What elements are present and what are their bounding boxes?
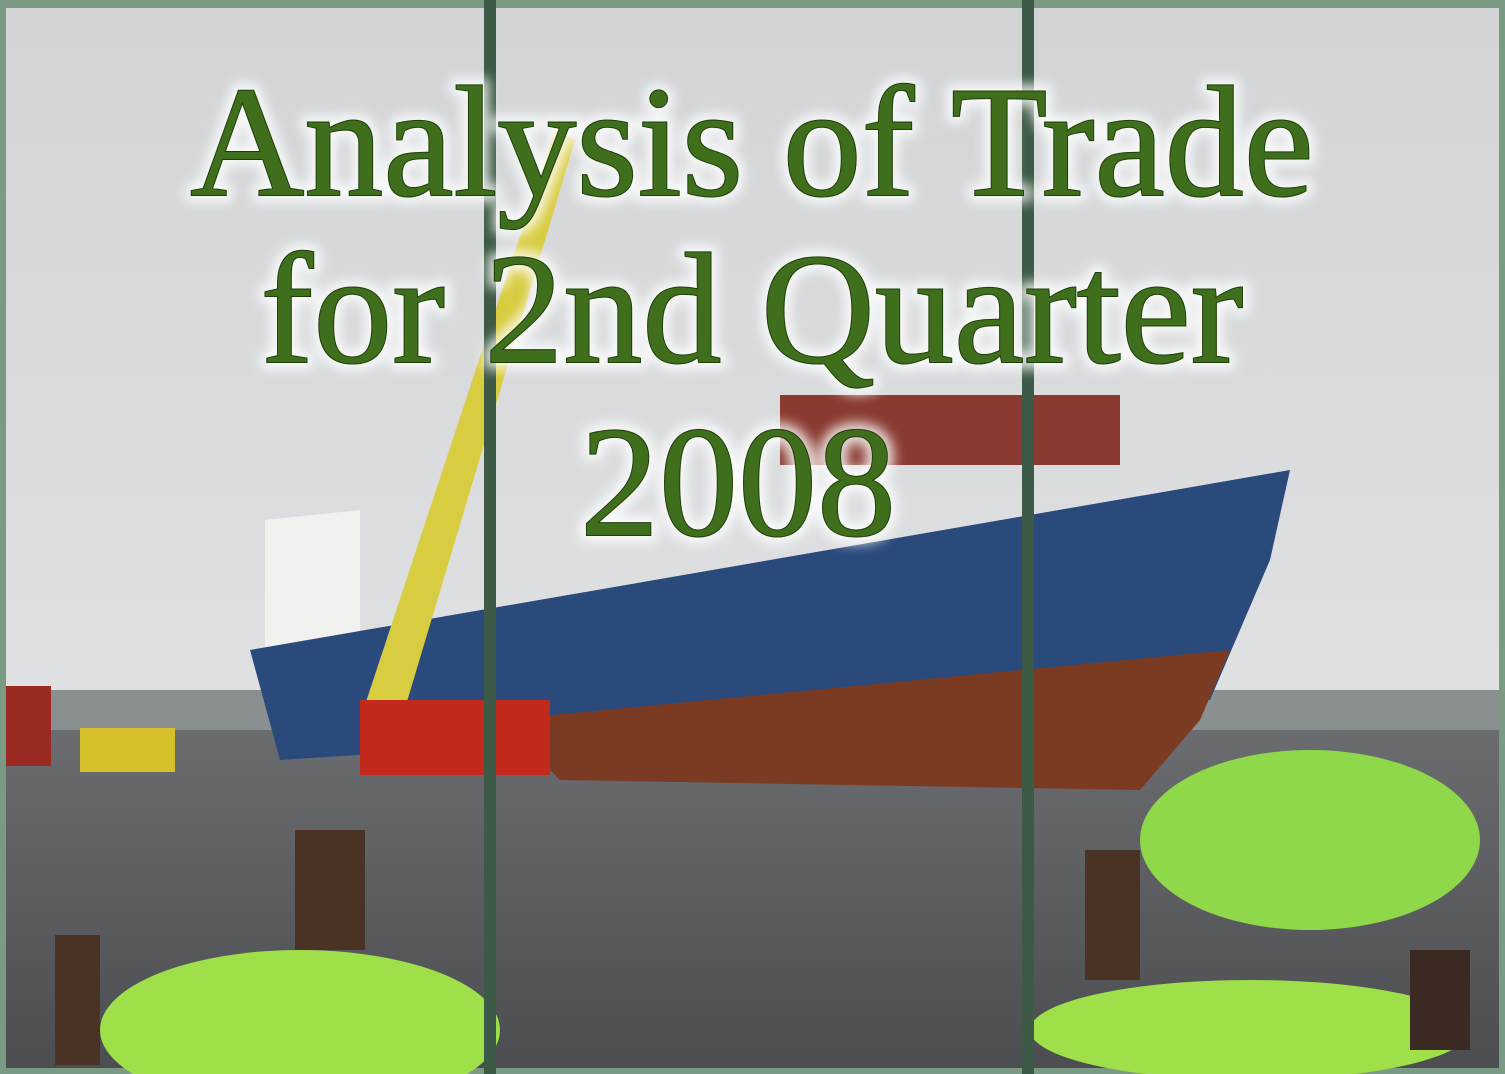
crane-truck	[360, 700, 550, 775]
title-line: for 2nd Quarter	[261, 222, 1244, 397]
worker	[1085, 850, 1140, 980]
sacks	[1140, 750, 1480, 930]
title-line: Analysis of Trade	[190, 55, 1314, 230]
container	[6, 686, 51, 766]
container	[80, 728, 175, 772]
title-line: 2008	[580, 395, 896, 570]
cover: Analysis of Trade for 2nd Quarter 2008 A…	[0, 0, 1505, 1074]
worker	[55, 935, 100, 1065]
worker	[295, 830, 365, 950]
worker	[1410, 950, 1470, 1050]
